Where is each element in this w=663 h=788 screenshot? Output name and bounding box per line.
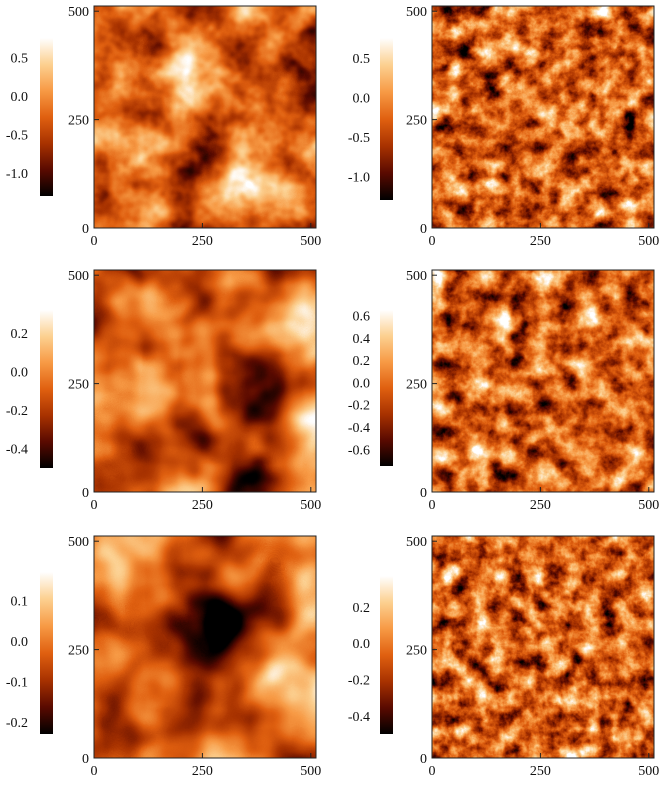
colorbar-tick-label: 0.0 [353,91,371,106]
x-tick-label: 0 [429,498,436,513]
x-tick-label: 250 [530,498,551,513]
colorbar-tick-label: 0.2 [11,327,29,342]
y-tick-label: 0 [420,222,427,237]
colorbar [380,38,393,200]
y-tick-label: 500 [68,535,89,550]
y-tick-label: 250 [68,378,89,393]
panel-b: 0 250 500 0 250 500 0.5 0.0 -0.5 -1.0 [348,5,659,249]
y-tick-label: 250 [406,378,427,393]
colorbar-tick-label: 0.0 [11,366,29,381]
colorbar-tick-label: -0.1 [6,675,28,690]
plot-frame [431,535,655,759]
colorbar-tick-label: -0.4 [348,710,370,725]
x-tick-label: 0 [91,764,98,779]
colorbar-tick-label: 0.6 [353,310,371,325]
y-tick-label: 500 [68,5,89,20]
heatmap-field [94,270,316,492]
y-tick-label: 250 [406,114,427,129]
colorbar-tick-label: -0.2 [348,674,370,689]
y-tick-label: 0 [420,486,427,501]
x-tick-label: 0 [91,498,98,513]
x-tick-label: 500 [638,234,659,249]
panel-e: 0 250 500 0 250 500 0.1 0.0 -0.1 -0.2 [6,535,321,779]
colorbar [40,38,53,196]
heatmap-texture [432,6,654,228]
heatmap-field [432,270,654,492]
panel-f: 0 250 500 0 250 500 0.2 0.0 -0.2 -0.4 [348,535,659,779]
y-tick-label: 250 [406,644,427,659]
x-tick-label: 250 [530,764,551,779]
colorbar-tick-label: 0.0 [11,90,29,105]
colorbar-tick-label: -0.2 [6,404,28,419]
colorbar-tick-label: -1.0 [348,170,370,185]
colorbar [40,572,53,734]
panel-d: 0 250 500 0 250 500 0.6 0.4 0.2 0.0 -0.2 -0.4 -0.6 [348,269,659,513]
colorbar-tick-label: -0.5 [6,128,28,143]
plot-frame [93,269,317,493]
y-tick-label: 250 [68,644,89,659]
y-tick-label: 0 [420,752,427,767]
colorbar [380,576,393,734]
colorbar-tick-label: -0.5 [348,131,370,146]
colorbar-tick-label: -0.6 [348,443,370,458]
colorbar-tick-label: 0.0 [11,635,29,650]
colorbar-tick-label: 0.2 [353,601,371,616]
y-tick-label: 0 [82,486,89,501]
colorbar [40,310,53,468]
plot-frame [431,269,655,493]
x-tick-label: 500 [638,498,659,513]
x-tick-label: 500 [300,234,321,249]
heatmap-texture [432,536,654,758]
heatmap-field [94,536,316,758]
x-tick-label: 0 [429,234,436,249]
x-tick-label: 250 [192,764,213,779]
x-tick-label: 500 [300,764,321,779]
colorbar-tick-label: 0.0 [353,376,371,391]
colorbar-tick-label: 0.2 [353,354,371,369]
colorbar-tick-label: -0.2 [6,716,28,731]
y-tick-label: 500 [406,269,427,284]
heatmap-texture [432,270,654,492]
y-tick-label: 500 [68,269,89,284]
colorbar-tick-label: -0.4 [348,421,370,436]
plot-frame [93,5,317,229]
x-tick-label: 500 [300,498,321,513]
plot-frame [93,535,317,759]
colorbar [380,310,393,466]
y-tick-label: 500 [406,5,427,20]
heatmap-field [94,6,316,228]
heatmap-field [432,6,654,228]
x-tick-label: 250 [530,234,551,249]
colorbar-tick-label: 0.4 [353,332,371,347]
x-tick-label: 250 [192,234,213,249]
x-tick-label: 500 [638,764,659,779]
heatmap-texture [94,6,316,228]
panel-a: 0 250 500 0 250 500 0.5 0.0 -0.5 -1.0 [6,5,321,249]
heatmap-texture [94,270,316,492]
colorbar-tick-label: 0.5 [11,51,29,66]
colorbar-tick-label: 0.1 [11,594,29,609]
colorbar-tick-label: 0.0 [353,637,371,652]
colorbar-tick-label: -0.2 [348,399,370,414]
y-tick-label: 0 [82,222,89,237]
colorbar-tick-label: -1.0 [6,167,28,182]
heatmap-texture [94,536,316,758]
y-tick-label: 0 [82,752,89,767]
colorbar-tick-label: -0.4 [6,443,28,458]
y-tick-label: 500 [406,535,427,550]
heatmap-field [432,536,654,758]
x-tick-label: 250 [192,498,213,513]
y-tick-label: 250 [68,114,89,129]
x-tick-label: 0 [429,764,436,779]
plot-frame [431,5,655,229]
x-tick-label: 0 [91,234,98,249]
colorbar-tick-label: 0.5 [353,52,371,67]
panel-c: 0 250 500 0 250 500 0.2 0.0 -0.2 -0.4 [6,269,321,513]
